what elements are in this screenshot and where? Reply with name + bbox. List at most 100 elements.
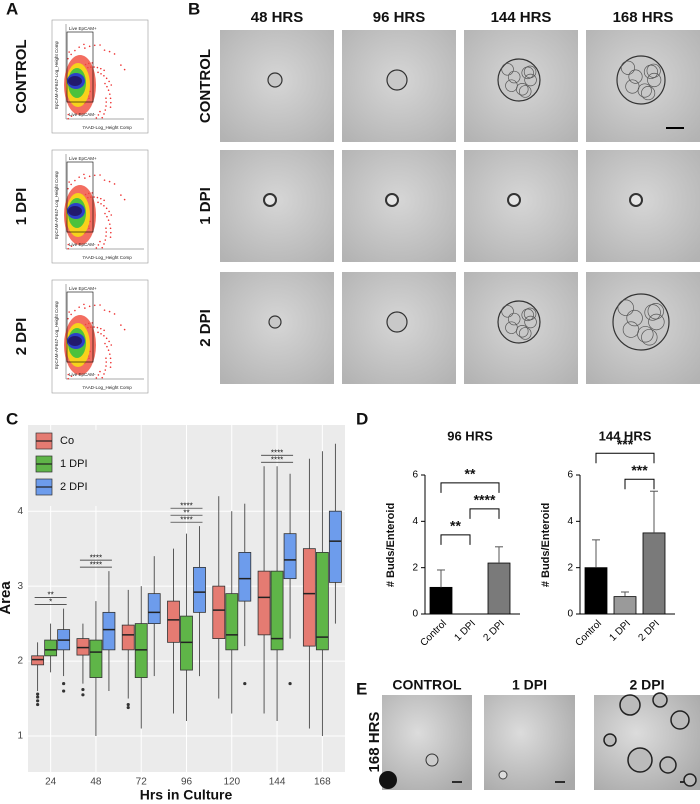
y-tick-label: 2: [17, 656, 23, 667]
micrograph: [484, 695, 575, 790]
organoid-cell: [620, 60, 636, 75]
organoid-cell: [501, 63, 514, 76]
significance-bracket: [469, 508, 500, 519]
flow-event: [88, 45, 91, 48]
flow-event: [78, 176, 80, 178]
legend-label: Co: [60, 435, 74, 447]
outlier: [36, 692, 40, 696]
organoid: [629, 193, 643, 207]
gate-label: Live EpCAM+: [69, 286, 97, 291]
flow-event: [108, 223, 111, 225]
flow-event: [120, 324, 122, 326]
organoid-cell: [507, 312, 521, 326]
box: [121, 624, 135, 651]
flow-event: [95, 117, 98, 119]
flow-event: [105, 207, 108, 210]
y-tick-label: 3: [17, 581, 23, 592]
significance-bracket: [440, 482, 500, 493]
flow-event: [96, 326, 99, 329]
row-label: 1 DPI: [13, 188, 30, 226]
flow-event: [67, 243, 70, 246]
significance-label: **: [183, 508, 189, 517]
flow-event: [120, 64, 122, 66]
organoid: [619, 694, 641, 716]
significance-bracket: [624, 478, 655, 490]
gate-label: Live EpCAM-: [69, 112, 96, 117]
flow-event: [67, 317, 69, 320]
flow-event: [108, 310, 111, 313]
x-tick-label: 120: [223, 777, 240, 788]
x-tick-label: 2 DPI: [637, 618, 662, 643]
flow-event: [93, 174, 96, 177]
flow-event: [107, 89, 110, 92]
flow-event: [70, 115, 73, 118]
outlier: [288, 681, 292, 686]
flow-event: [108, 50, 111, 53]
flow-event: [97, 71, 99, 74]
bar: [487, 562, 511, 615]
flow-event: [107, 349, 110, 352]
flow-event: [100, 72, 102, 75]
organoid: [652, 692, 668, 708]
flow-event: [99, 197, 102, 200]
x-tick-label: 24: [45, 777, 57, 788]
flow-event: [93, 196, 95, 198]
flow-event: [97, 331, 99, 334]
panel-label: D: [356, 409, 368, 428]
row-label: CONTROL: [197, 49, 214, 123]
organoid-cell: [646, 63, 661, 78]
flow-event: [106, 345, 108, 348]
organoid-cell: [637, 326, 654, 343]
flow-event: [96, 66, 99, 69]
organoid: [627, 747, 653, 773]
x-tick-label: 1 DPI: [453, 618, 478, 643]
flow-event: [113, 53, 116, 55]
organoid: [386, 311, 408, 333]
flow-event: [99, 240, 101, 243]
column-header: 1 DPI: [512, 677, 547, 693]
flow-event: [99, 67, 102, 70]
y-tick-label: 6: [412, 470, 418, 481]
x-tick-label: 1 DPI: [608, 618, 633, 643]
outlier: [81, 687, 85, 692]
micrograph: [464, 150, 578, 262]
flow-event: [105, 97, 107, 99]
significance-label: **: [450, 518, 461, 534]
organoid-cell: [516, 324, 529, 338]
flow-event: [68, 311, 70, 313]
organoid-cell: [647, 72, 662, 88]
organoid: [683, 773, 697, 787]
flow-event: [123, 198, 126, 201]
flow-event: [83, 173, 85, 176]
outlier: [36, 702, 40, 707]
gate-label: Live EpCAM-: [69, 242, 96, 247]
micrograph: [220, 150, 334, 262]
flow-event: [97, 114, 100, 116]
outlier: [126, 705, 130, 710]
box: [270, 570, 284, 651]
organoid-cell: [521, 308, 534, 322]
flow-event: [105, 337, 108, 340]
flow-event: [95, 247, 98, 249]
box: [257, 570, 271, 636]
y-tick-label: 4: [412, 516, 418, 527]
bar: [429, 586, 453, 615]
significance-label: **: [465, 466, 476, 482]
box: [147, 593, 161, 625]
axis-label: 7AAD-Log_Height Comp: [82, 385, 132, 390]
significance-label: ****: [180, 515, 192, 524]
flow-event: [113, 313, 116, 315]
flow-event: [105, 357, 107, 359]
axis-label: EpCAM-AF647-Log_Height Comp: [54, 300, 59, 369]
flow-event: [108, 340, 110, 343]
y-tick-label: 0: [412, 609, 418, 620]
y-tick-label: 0: [567, 609, 573, 620]
y-tick-label: 4: [17, 506, 23, 517]
outlier: [62, 681, 66, 686]
axis-label: EpCAM-AF647-Log_Height Comp: [54, 40, 59, 109]
organoid-cell: [626, 309, 643, 327]
flow-event: [68, 181, 70, 183]
flow-event: [88, 305, 91, 308]
organoid: [386, 69, 408, 91]
organoid: [268, 315, 282, 329]
